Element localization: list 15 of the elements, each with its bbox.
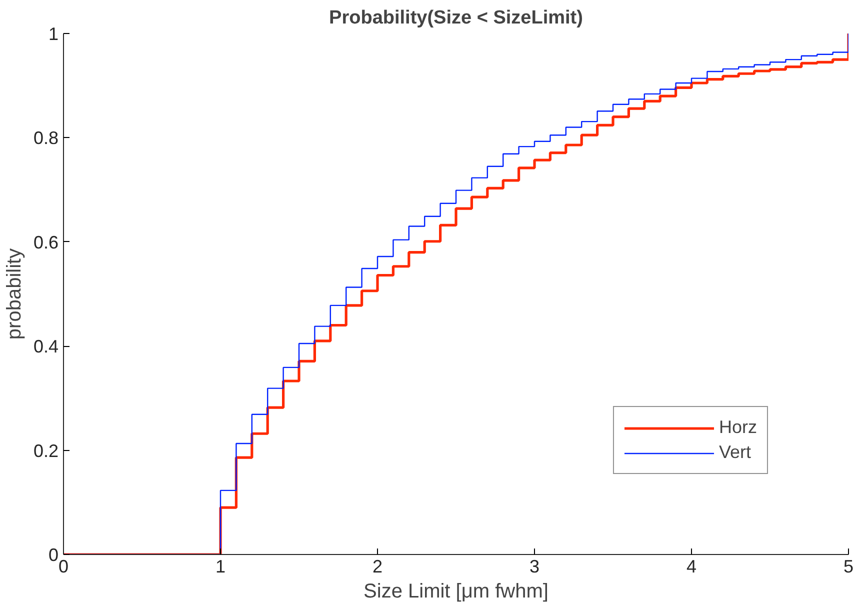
x-tick-label: 4: [686, 556, 697, 576]
legend-label: Horz: [718, 417, 757, 438]
y-tick-label: 1: [48, 24, 59, 44]
y-tick-label: 0.6: [33, 232, 59, 252]
legend-label: Vert: [718, 442, 752, 463]
x-tick-label: 2: [372, 556, 383, 576]
y-axis-title: probability: [3, 248, 26, 340]
chart-title: Probability(Size < SizeLimit): [329, 8, 583, 28]
x-axis-title: Size Limit [μm fwhm]: [364, 580, 548, 602]
y-tick-label: 0.2: [33, 440, 59, 461]
x-tick-label: 3: [529, 556, 540, 576]
y-tick-label: 0.8: [33, 128, 59, 148]
x-tick-label: 1: [215, 556, 226, 576]
y-tick-label: 0.4: [33, 336, 59, 357]
x-tick-label: 5: [843, 556, 854, 576]
